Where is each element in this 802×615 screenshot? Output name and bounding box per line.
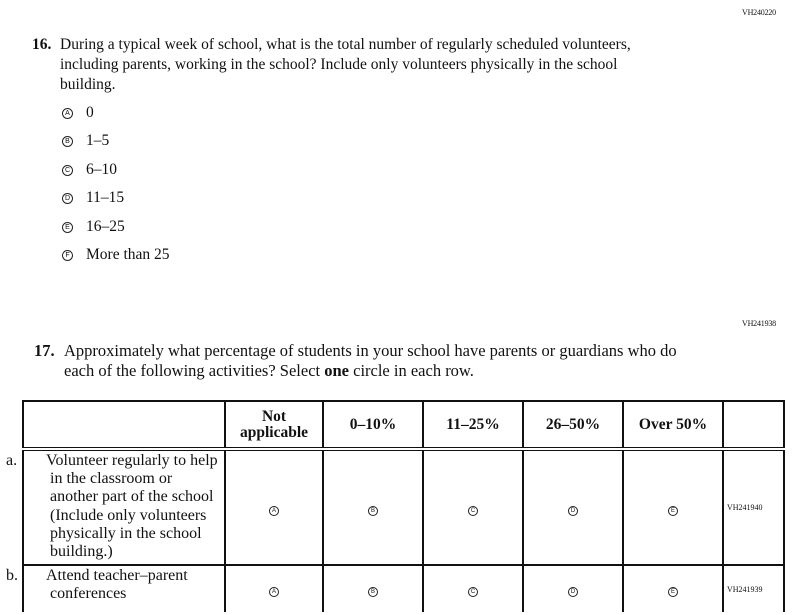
radio-bubble-icon[interactable]: A bbox=[269, 505, 279, 516]
row-b-label: b. Attend teacher–parent conferences bbox=[6, 564, 226, 612]
radio-bubble-icon[interactable]: E bbox=[668, 587, 678, 597]
radio-bubble-icon[interactable]: E bbox=[668, 505, 678, 516]
header-blank bbox=[22, 400, 226, 450]
header-0-10: 0–10% bbox=[322, 400, 424, 450]
question-16-text: During a typical week of school, what is… bbox=[60, 36, 631, 93]
option-label: 11–15 bbox=[86, 189, 125, 206]
option-label: More than 25 bbox=[86, 246, 170, 263]
radio-bubble-icon[interactable]: C bbox=[62, 164, 73, 176]
radio-bubble-icon[interactable]: B bbox=[368, 587, 378, 597]
q16-option-d[interactable]: D 11–15 bbox=[62, 189, 124, 207]
radio-bubble-icon[interactable]: A bbox=[269, 587, 279, 597]
row-letter: b. bbox=[6, 567, 18, 584]
radio-bubble-icon[interactable]: A bbox=[62, 107, 73, 119]
question-17-text: Approximately what percentage of student… bbox=[64, 341, 694, 381]
radio-bubble-icon[interactable]: D bbox=[62, 192, 73, 204]
row-text: Volunteer regularly to help in the class… bbox=[46, 452, 218, 561]
header-not-applicable: Not applicable bbox=[224, 400, 324, 450]
header-over-50: Over 50% bbox=[622, 400, 724, 450]
text: Approximately what percentage of student… bbox=[64, 341, 677, 380]
header-code-blank bbox=[722, 400, 785, 450]
radio-bubble-icon[interactable]: B bbox=[62, 135, 73, 147]
question-16-code: VH240220 bbox=[742, 8, 776, 17]
question-16-number: 16. bbox=[32, 36, 52, 53]
radio-bubble-icon[interactable]: D bbox=[568, 587, 578, 597]
option-label: 1–5 bbox=[86, 132, 110, 149]
q16-option-c[interactable]: C 6–10 bbox=[62, 161, 117, 179]
question-16: 16. During a typical week of school, wha… bbox=[32, 35, 672, 95]
radio-bubble-icon[interactable]: B bbox=[368, 505, 378, 516]
question-17-grid: Not applicable 0–10% 11–25% 26–50% Over … bbox=[6, 400, 785, 612]
q16-option-b[interactable]: B 1–5 bbox=[62, 132, 109, 150]
row-text: Attend teacher–parent conferences bbox=[46, 567, 188, 603]
radio-bubble-icon[interactable]: C bbox=[468, 505, 478, 516]
q16-option-e[interactable]: E 16–25 bbox=[62, 218, 125, 236]
row-a-label: a. Volunteer regularly to help in the cla… bbox=[6, 448, 226, 566]
header-26-50: 26–50% bbox=[522, 400, 624, 450]
question-17-number: 17. bbox=[34, 341, 55, 360]
question-17-code: VH241938 bbox=[742, 319, 776, 328]
row-letter: a. bbox=[6, 452, 18, 469]
question-17: 17. Approximately what percentage of stu… bbox=[34, 341, 694, 381]
row-b-code: VH241939 bbox=[722, 564, 785, 612]
emphasis: one bbox=[324, 361, 349, 380]
text: circle in each row. bbox=[349, 361, 474, 380]
radio-bubble-icon[interactable]: C bbox=[468, 587, 478, 597]
radio-bubble-icon[interactable]: E bbox=[62, 221, 73, 233]
header-row: Not applicable 0–10% 11–25% 26–50% Over … bbox=[22, 400, 785, 450]
header-11-25: 11–25% bbox=[422, 400, 524, 450]
radio-bubble-icon[interactable]: D bbox=[568, 505, 578, 516]
option-label: 16–25 bbox=[86, 218, 125, 235]
q16-option-f[interactable]: F More than 25 bbox=[62, 246, 170, 264]
table-row: b. Attend teacher–parent conferences A B … bbox=[6, 564, 785, 612]
option-label: 0 bbox=[86, 104, 94, 121]
radio-bubble-icon[interactable]: F bbox=[62, 249, 73, 261]
table-row: a. Volunteer regularly to help in the cla… bbox=[6, 448, 785, 566]
row-a-code: VH241940 bbox=[722, 448, 785, 566]
option-label: 6–10 bbox=[86, 161, 117, 178]
